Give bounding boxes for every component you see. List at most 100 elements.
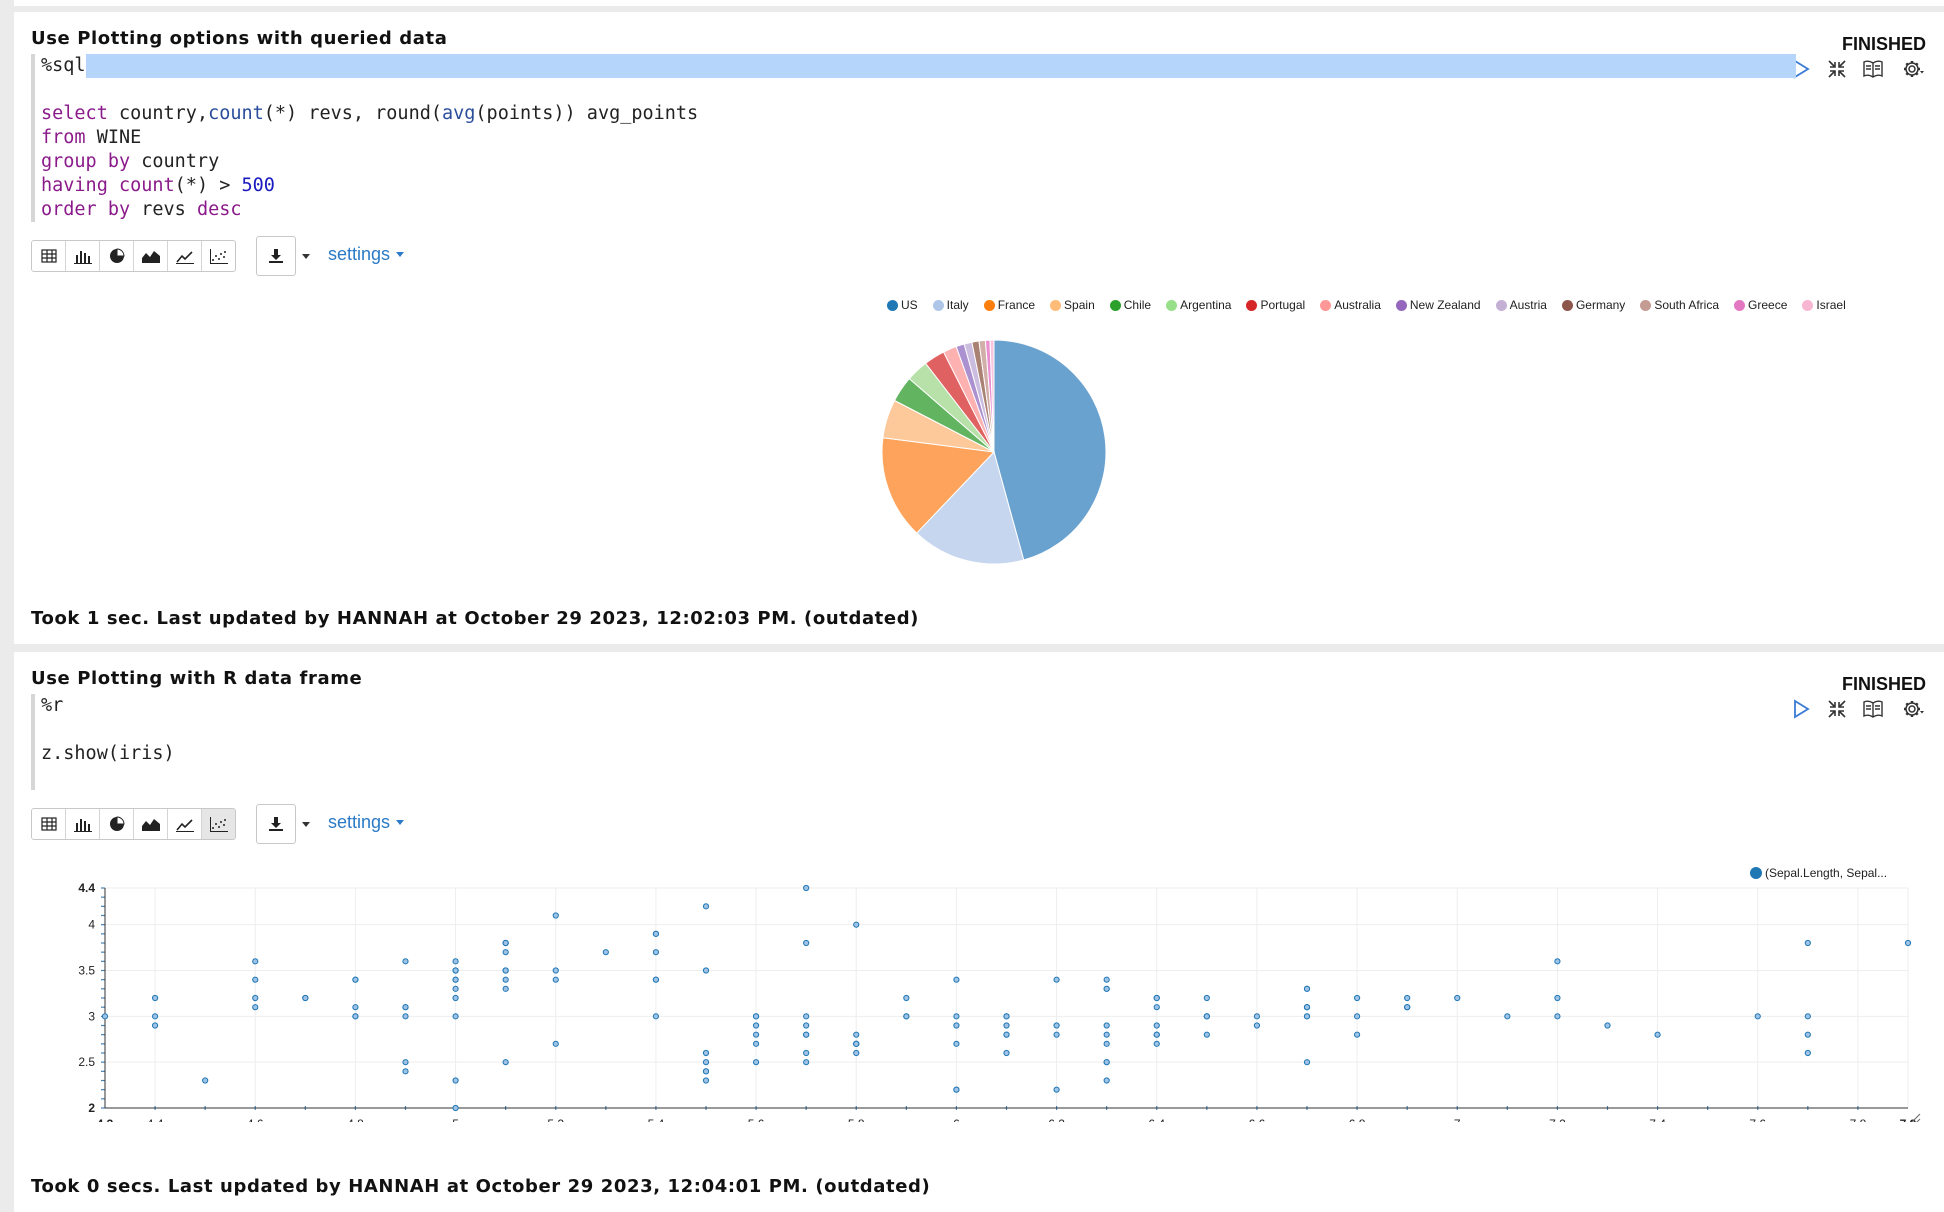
scatter-point[interactable] [452, 1013, 459, 1020]
scatter-point[interactable] [402, 1059, 409, 1066]
scatter-point[interactable] [1804, 939, 1811, 947]
scatter-point[interactable] [752, 1022, 760, 1029]
bar-chart-icon[interactable] [66, 241, 100, 271]
scatter-point[interactable] [1904, 939, 1912, 947]
scatter-point[interactable] [652, 976, 660, 983]
scatter-point[interactable] [552, 1040, 559, 1047]
scatter-point[interactable] [702, 1077, 710, 1084]
code-editor[interactable]: %r z.show(iris) [31, 694, 1809, 790]
scatter-point[interactable] [853, 1049, 860, 1057]
scatter-point[interactable] [652, 949, 660, 956]
legend-item[interactable]: Italy [932, 298, 969, 312]
scatter-point[interactable] [1103, 1031, 1110, 1038]
settings-dropdown[interactable]: settings [328, 244, 405, 265]
scatter-point[interactable] [803, 884, 810, 892]
scatter-point[interactable] [1654, 1031, 1661, 1038]
scatter-point[interactable] [602, 949, 609, 956]
pie-slice[interactable] [881, 437, 996, 534]
legend-item[interactable]: US [887, 298, 918, 312]
download-icon[interactable] [256, 236, 296, 276]
pie-slice[interactable] [989, 339, 995, 453]
pie-chart-icon[interactable] [100, 809, 134, 839]
scatter-point[interactable] [1554, 1013, 1561, 1020]
scatter-point[interactable] [1404, 994, 1411, 1002]
legend-item[interactable]: Argentina [1166, 298, 1231, 312]
scatter-point[interactable] [1604, 1022, 1611, 1029]
scatter-point[interactable] [1754, 1013, 1761, 1020]
legend-item[interactable]: Israel [1802, 298, 1846, 312]
scatter-point[interactable] [1103, 985, 1110, 992]
scatter-point[interactable] [452, 1104, 459, 1112]
table-view-icon[interactable] [32, 241, 66, 271]
legend-item[interactable]: New Zealand [1395, 298, 1481, 312]
area-chart-icon[interactable] [134, 809, 168, 839]
scatter-point[interactable] [702, 903, 710, 910]
collapse-icon[interactable] [1824, 696, 1850, 722]
scatter-point[interactable] [1353, 1031, 1361, 1038]
collapse-icon[interactable] [1824, 56, 1850, 82]
book-icon[interactable] [1860, 56, 1886, 82]
scatter-point[interactable] [452, 958, 459, 965]
table-view-icon[interactable] [32, 809, 66, 839]
scatter-chart-icon[interactable] [202, 241, 235, 271]
scatter-point[interactable] [1053, 976, 1060, 983]
scatter-point[interactable] [702, 967, 710, 974]
scatter-point[interactable] [803, 1013, 810, 1020]
scatter-point[interactable] [853, 1031, 860, 1038]
scatter-point[interactable] [1454, 994, 1461, 1002]
scatter-point[interactable] [151, 1022, 159, 1029]
line-chart-icon[interactable] [168, 809, 202, 839]
scatter-point[interactable] [1053, 1086, 1060, 1093]
scatter-point[interactable] [502, 976, 509, 983]
scatter-point[interactable] [502, 949, 509, 956]
run-icon[interactable] [1788, 696, 1814, 722]
scatter-point[interactable] [1053, 1031, 1060, 1038]
scatter-point[interactable] [1203, 1031, 1210, 1038]
scatter-point[interactable] [752, 1040, 760, 1047]
scatter-point[interactable] [853, 921, 860, 928]
scatter-point[interactable] [352, 1013, 359, 1020]
scatter-legend[interactable]: (Sepal.Length, Sepal... [1750, 866, 1887, 880]
download-icon[interactable] [256, 804, 296, 844]
scatter-point[interactable] [1804, 1031, 1811, 1038]
scatter-point[interactable] [352, 976, 359, 983]
scatter-point[interactable] [1353, 994, 1361, 1002]
scatter-point[interactable] [1303, 1059, 1311, 1066]
scatter-point[interactable] [1353, 1013, 1361, 1020]
scatter-point[interactable] [752, 1059, 760, 1066]
scatter-point[interactable] [803, 939, 810, 947]
legend-item[interactable]: Portugal [1246, 298, 1305, 312]
scatter-point[interactable] [853, 1040, 860, 1047]
legend-item[interactable]: Spain [1050, 298, 1095, 312]
scatter-point[interactable] [953, 1013, 960, 1020]
scatter-point[interactable] [1253, 1013, 1261, 1020]
scatter-point[interactable] [252, 958, 259, 965]
scatter-point[interactable] [1003, 1049, 1010, 1057]
scatter-point[interactable] [752, 1013, 760, 1020]
scatter-point[interactable] [1303, 1004, 1311, 1011]
scatter-point[interactable] [652, 1013, 660, 1020]
legend-item[interactable]: Germany [1561, 298, 1625, 312]
scatter-point[interactable] [1804, 1049, 1811, 1057]
pie-chart-icon[interactable] [100, 241, 134, 271]
legend-item[interactable]: Austria [1495, 298, 1547, 312]
scatter-point[interactable] [1003, 1013, 1010, 1020]
scatter-point[interactable] [1153, 1040, 1160, 1047]
scatter-point[interactable] [1554, 994, 1561, 1002]
scatter-point[interactable] [1303, 985, 1311, 992]
scatter-point[interactable] [502, 967, 509, 974]
legend-item[interactable]: Australia [1320, 298, 1381, 312]
scatter-point[interactable] [803, 1049, 810, 1057]
scatter-point[interactable] [803, 1059, 810, 1066]
scatter-point[interactable] [702, 1059, 710, 1066]
scatter-point[interactable] [953, 1086, 960, 1093]
scatter-point[interactable] [1053, 1022, 1060, 1029]
scatter-point[interactable] [803, 1031, 810, 1038]
scatter-point[interactable] [502, 1059, 509, 1066]
scatter-point[interactable] [1153, 1031, 1160, 1038]
legend-item[interactable]: Chile [1109, 298, 1151, 312]
scatter-point[interactable] [402, 1013, 409, 1020]
scatter-point[interactable] [1103, 1022, 1110, 1029]
bar-chart-icon[interactable] [66, 809, 100, 839]
scatter-point[interactable] [402, 1004, 409, 1011]
